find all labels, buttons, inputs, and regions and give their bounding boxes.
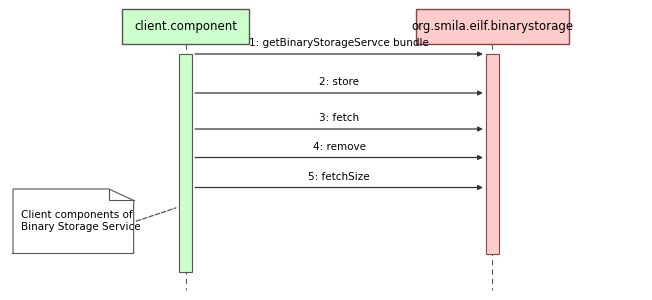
Text: org.smila.eilf.binarystorage: org.smila.eilf.binarystorage — [411, 20, 573, 33]
FancyBboxPatch shape — [416, 9, 569, 44]
Text: 4: remove: 4: remove — [312, 142, 366, 152]
Text: 2: store: 2: store — [319, 77, 359, 87]
Text: Client components of
Binary Storage Service: Client components of Binary Storage Serv… — [21, 211, 140, 232]
Text: client.component: client.component — [134, 20, 237, 33]
Text: 1: getBinaryStorageServce bundle: 1: getBinaryStorageServce bundle — [249, 38, 429, 48]
FancyBboxPatch shape — [122, 9, 249, 44]
Text: 5: fetchSize: 5: fetchSize — [308, 172, 370, 182]
Text: 3: fetch: 3: fetch — [319, 113, 359, 123]
FancyBboxPatch shape — [179, 54, 192, 272]
FancyBboxPatch shape — [486, 54, 499, 254]
Polygon shape — [13, 189, 134, 254]
